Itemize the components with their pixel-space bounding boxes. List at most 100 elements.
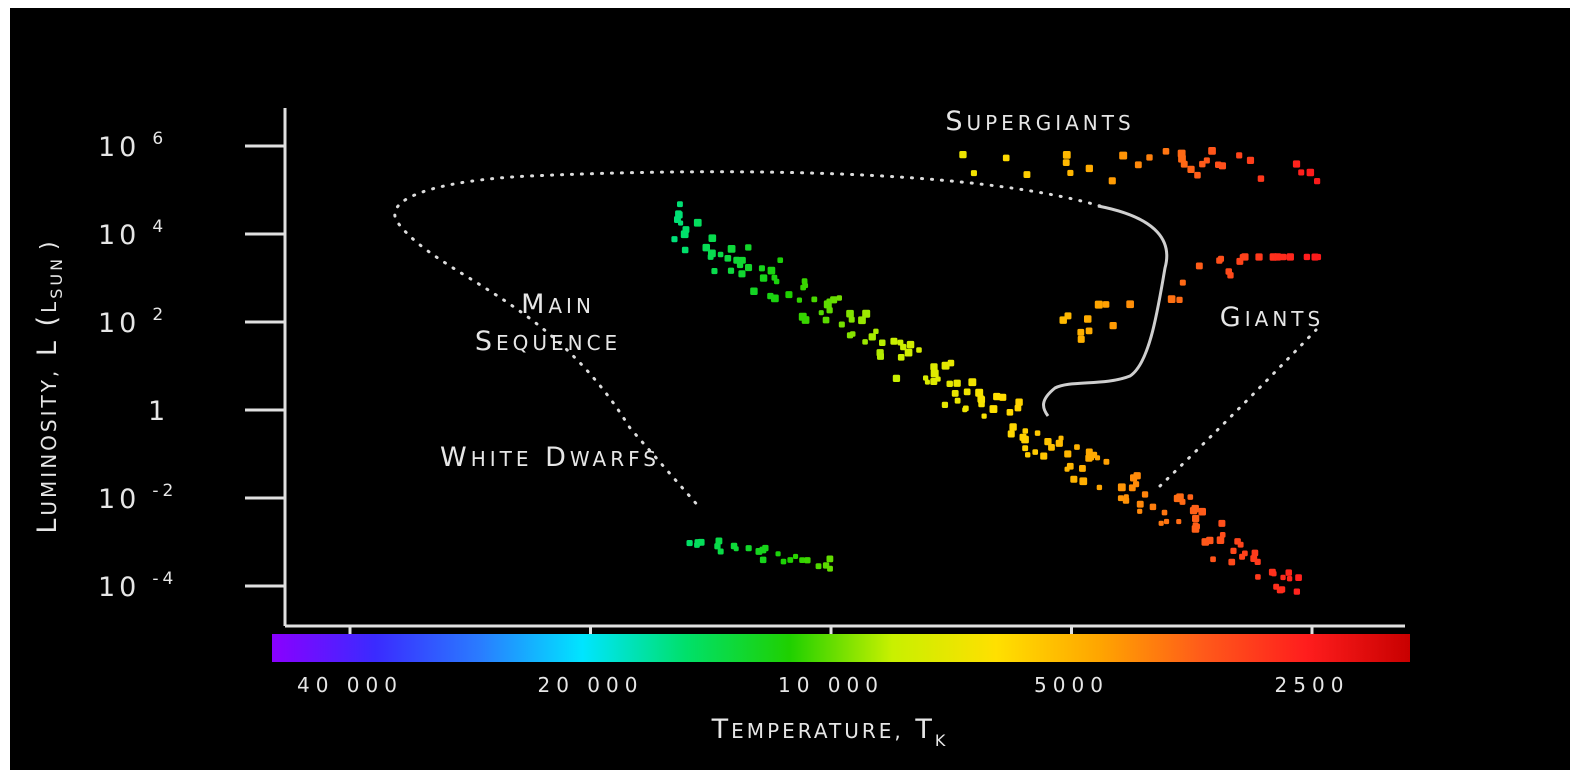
star-point xyxy=(975,388,984,397)
star-point xyxy=(981,413,987,419)
star-point xyxy=(849,331,856,337)
star-point xyxy=(1303,253,1311,261)
star-point xyxy=(970,170,977,177)
y-tick-label: 10 -4 xyxy=(98,569,177,603)
star-point xyxy=(1162,148,1170,155)
region-label: SUPERGIANTS xyxy=(945,106,1134,137)
star-points xyxy=(671,147,1322,595)
star-point xyxy=(904,348,913,357)
star-point xyxy=(1198,507,1207,516)
star-point xyxy=(745,244,752,251)
star-point xyxy=(727,245,736,253)
star-point xyxy=(739,256,746,264)
star-point xyxy=(1194,171,1201,179)
star-point xyxy=(759,546,767,554)
region-label: WHITE DWARFS xyxy=(440,442,660,473)
star-point xyxy=(1064,450,1072,458)
star-point xyxy=(977,395,985,403)
star-point xyxy=(1306,168,1315,177)
y-tick-label: 1 xyxy=(148,396,169,427)
y-tick-label: 10 6 xyxy=(98,129,167,163)
star-point xyxy=(1218,519,1226,527)
star-point xyxy=(1286,576,1293,582)
evolution-track-curve xyxy=(1042,204,1169,417)
star-point xyxy=(717,251,724,258)
star-point xyxy=(1126,300,1134,309)
star-point xyxy=(1094,300,1103,309)
star-point xyxy=(1273,253,1282,261)
star-point xyxy=(1015,398,1023,406)
star-point xyxy=(1055,439,1063,447)
star-point xyxy=(1314,178,1321,185)
star-point xyxy=(775,551,781,557)
star-point xyxy=(711,268,718,275)
star-point xyxy=(1191,504,1199,513)
hr-diagram: 10 6 10 4 10 2 1 10 -2 10 -4 40 000 20 000 10 000 5000… xyxy=(32,106,1410,750)
star-point xyxy=(836,295,842,301)
envelope-dotted-curve xyxy=(393,170,1102,510)
star-point xyxy=(1271,571,1277,577)
star-point xyxy=(767,266,776,275)
star-point xyxy=(826,307,833,314)
giant-branch-dotted-curve xyxy=(1158,328,1318,488)
star-point xyxy=(1251,549,1259,557)
star-point xyxy=(1025,452,1031,458)
y-axis-title: LUMINOSITY, L (LSUN) xyxy=(32,238,66,533)
star-point xyxy=(1074,444,1080,450)
star-point xyxy=(1180,160,1188,168)
star-point xyxy=(1134,161,1142,169)
star-point xyxy=(1067,169,1074,177)
star-point xyxy=(733,546,739,552)
star-point xyxy=(959,151,967,159)
star-point xyxy=(1255,574,1261,580)
star-point xyxy=(1206,536,1214,545)
star-point xyxy=(1177,149,1186,158)
star-point xyxy=(846,309,854,318)
star-point xyxy=(1298,169,1305,176)
star-point xyxy=(681,246,689,254)
star-point xyxy=(954,397,961,404)
star-point xyxy=(848,316,855,323)
star-point xyxy=(1096,484,1103,491)
star-point xyxy=(868,333,876,341)
star-point xyxy=(963,388,971,396)
star-point xyxy=(785,291,793,299)
star-point xyxy=(1216,536,1225,544)
star-point xyxy=(1210,556,1216,563)
star-point xyxy=(1059,316,1067,324)
star-point xyxy=(1137,508,1143,514)
star-point xyxy=(1044,438,1052,446)
star-point xyxy=(1077,328,1085,336)
star-point xyxy=(1141,491,1149,498)
star-point xyxy=(876,349,884,357)
star-point xyxy=(826,555,834,563)
star-point xyxy=(1032,449,1039,455)
labels: 10 6 10 4 10 2 1 10 -2 10 -4 40 000 20 000 10 000 5000… xyxy=(32,106,1343,750)
colorbar xyxy=(272,634,1410,662)
axes xyxy=(245,108,1405,634)
star-point xyxy=(823,300,832,309)
star-point xyxy=(708,249,716,258)
star-point xyxy=(1273,583,1280,590)
star-point xyxy=(1117,483,1126,492)
star-point xyxy=(677,201,683,208)
star-point xyxy=(930,369,939,378)
star-point xyxy=(1241,253,1249,261)
star-point xyxy=(686,540,693,547)
star-point xyxy=(787,557,794,563)
star-point xyxy=(1109,322,1117,330)
star-point xyxy=(827,565,833,572)
star-point xyxy=(733,256,741,264)
star-point xyxy=(1219,532,1226,538)
star-point xyxy=(678,220,684,226)
star-point xyxy=(1295,574,1302,582)
star-point xyxy=(924,379,930,385)
star-point xyxy=(715,537,723,545)
star-point xyxy=(1062,159,1070,167)
star-point xyxy=(771,274,778,281)
star-point xyxy=(1179,279,1186,286)
temperature-colorbar xyxy=(272,634,1410,662)
star-point xyxy=(1208,147,1216,155)
star-point xyxy=(693,218,702,227)
star-point xyxy=(941,361,950,370)
